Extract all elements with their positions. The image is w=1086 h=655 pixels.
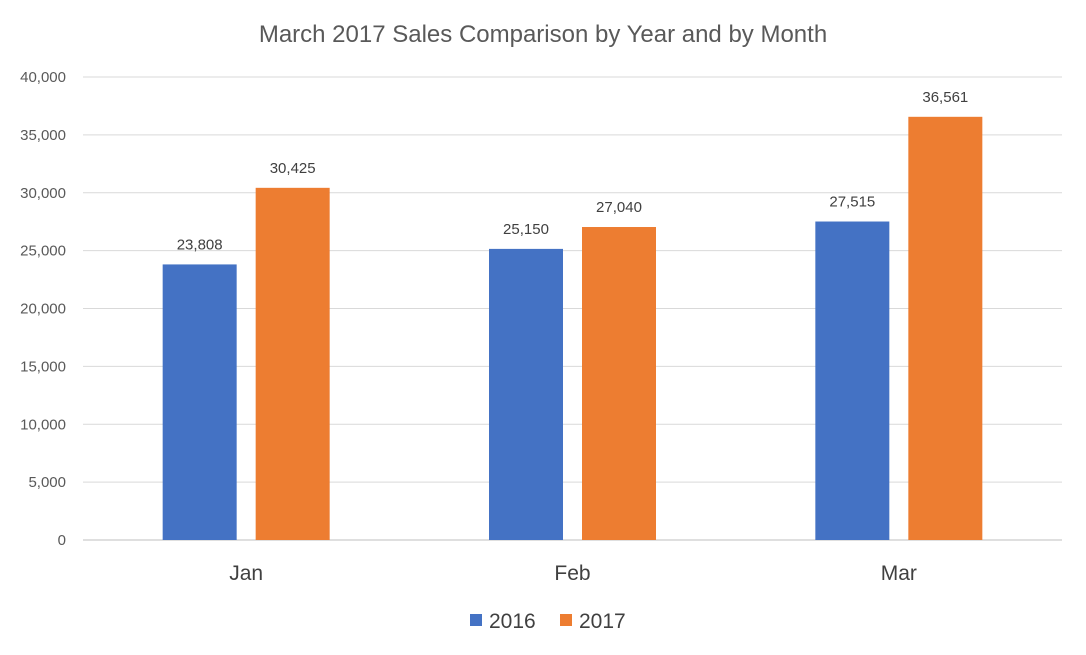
y-tick-label: 0 bbox=[58, 532, 66, 549]
data-label: 30,425 bbox=[270, 160, 316, 177]
bar-2016-mar bbox=[815, 221, 890, 541]
y-tick-label: 20,000 bbox=[20, 301, 66, 318]
data-label: 23,808 bbox=[177, 236, 223, 253]
bar-2017-jan bbox=[255, 187, 330, 540]
bar-2017-feb bbox=[582, 227, 656, 540]
legend-swatch-2016 bbox=[470, 614, 482, 626]
y-tick-label: 10,000 bbox=[20, 416, 66, 433]
bar-2016-jan bbox=[162, 264, 237, 540]
bars bbox=[162, 116, 983, 541]
y-axis-ticks: 0 5,000 10,000 15,000 20,000 25,000 30,000 35,0… bbox=[20, 69, 66, 549]
y-tick-label: 40,000 bbox=[20, 69, 66, 86]
y-tick-label: 35,000 bbox=[20, 127, 66, 144]
x-category-label: Mar bbox=[881, 562, 917, 585]
y-tick-label: 5,000 bbox=[28, 474, 66, 491]
bar-2016-feb bbox=[489, 248, 563, 541]
y-tick-label: 25,000 bbox=[20, 243, 66, 260]
bar-2017-mar bbox=[908, 116, 983, 540]
x-category-label: Feb bbox=[554, 562, 590, 585]
data-label: 36,561 bbox=[922, 89, 968, 106]
data-label: 27,040 bbox=[596, 199, 642, 216]
gridlines bbox=[83, 76, 1062, 541]
legend-swatch-2017 bbox=[560, 614, 572, 626]
y-tick-label: 30,000 bbox=[20, 185, 66, 202]
data-label: 27,515 bbox=[829, 194, 875, 211]
y-tick-label: 15,000 bbox=[20, 358, 66, 375]
x-category-label: Jan bbox=[229, 562, 263, 585]
legend-label-2017: 2017 bbox=[579, 610, 626, 633]
chart-title: March 2017 Sales Comparison by Year and … bbox=[259, 21, 827, 48]
data-label: 25,150 bbox=[503, 221, 549, 238]
legend-label-2016: 2016 bbox=[489, 610, 536, 633]
x-axis-categories: Jan Feb Mar bbox=[229, 562, 917, 585]
legend: 2016 2017 bbox=[470, 610, 626, 633]
data-labels: 23,808 30,425 25,150 27,040 27,515 36,561 bbox=[177, 89, 969, 254]
